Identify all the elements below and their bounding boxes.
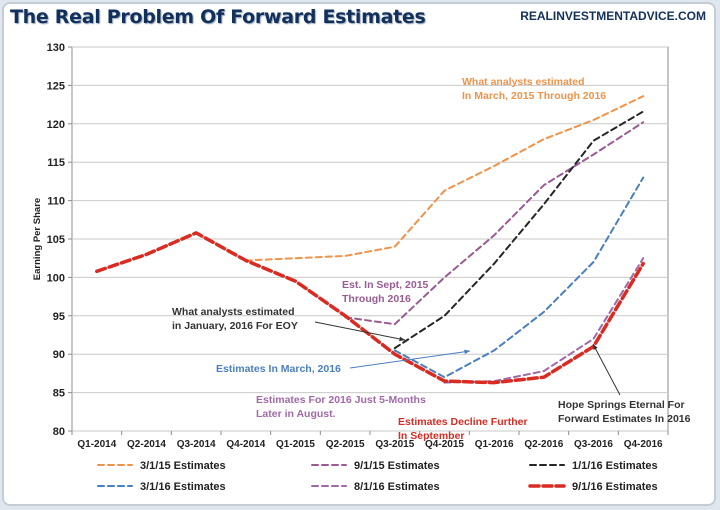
x-tick-label: Q4-2014	[226, 439, 265, 450]
x-tick-label: Q1-2014	[77, 439, 116, 450]
annotation-text: Estimates Decline Further	[398, 416, 528, 428]
y-axis-label: Earning Per Share	[32, 198, 43, 280]
annotation-text: Through 2016	[342, 293, 411, 305]
legend-label: 1/1/16 Estimates	[572, 460, 658, 472]
x-tick-label: Q2-2015	[326, 439, 365, 450]
series-line	[393, 110, 645, 350]
series-line	[244, 95, 645, 262]
y-tick-label: 100	[47, 272, 65, 284]
x-tick-label: Q2-2014	[127, 439, 166, 450]
annotation-text: What analysts estimated	[462, 76, 585, 88]
annotation-arrowhead	[464, 349, 470, 355]
x-tick-label: Q3-2014	[177, 439, 216, 450]
x-tick-label: Q4-2016	[624, 439, 663, 450]
y-tick-label: 110	[47, 196, 65, 208]
annotation-text: What analysts estimated	[172, 306, 295, 318]
x-tick-label: Q3-2015	[375, 439, 414, 450]
annotation-text: In March, 2015 Through 2016	[462, 90, 606, 102]
y-tick-label: 130	[47, 42, 65, 54]
series-line	[95, 231, 645, 385]
y-tick-label: 105	[47, 234, 65, 246]
x-tick-label: Q3-2016	[574, 439, 613, 450]
legend-label: 8/1/16 Estimates	[354, 481, 440, 493]
annotation-text: Estimates For 2016 Just 5-Months	[256, 394, 426, 406]
x-tick-label: Q1-2015	[276, 439, 315, 450]
y-tick-label: 80	[53, 426, 65, 438]
y-tick-label: 115	[47, 157, 65, 169]
annotation-text: Est. In Sept, 2015	[342, 279, 429, 291]
annotation-arrowhead	[399, 336, 405, 342]
y-tick-label: 125	[47, 80, 65, 92]
source-label: REALINVESTMENTADVICE.COM	[520, 9, 706, 23]
x-tick-label: Q4-2015	[425, 439, 464, 450]
x-tick-label: Q1-2016	[475, 439, 514, 450]
annotation-arrow	[592, 343, 621, 396]
annotation-arrowhead	[593, 344, 598, 350]
annotation-arrow	[349, 350, 471, 369]
annotation-text: in January, 2016 For EOY	[172, 320, 298, 332]
x-tick-label: Q2-2016	[524, 439, 563, 450]
series-line	[344, 121, 645, 326]
legend-label: 9/1/16 Estimates	[572, 481, 658, 493]
annotation-text: Estimates In March, 2016	[216, 363, 341, 375]
y-tick-label: 120	[47, 119, 65, 131]
annotation-text: Forward Estimates In 2016	[558, 413, 691, 425]
annotation-text: Later in August.	[256, 408, 336, 420]
legend-label: 3/1/15 Estimates	[140, 460, 226, 472]
y-tick-label: 95	[53, 311, 65, 323]
annotation-text: Hope Springs Eternal For	[558, 399, 685, 411]
legend-label: 9/1/15 Estimates	[354, 460, 440, 472]
series-line	[393, 176, 645, 379]
y-tick-label: 85	[53, 388, 65, 400]
annotation-text: In September	[398, 430, 465, 442]
annotation-arrow	[314, 321, 406, 341]
y-tick-label: 90	[53, 349, 65, 361]
legend-label: 3/1/16 Estimates	[140, 481, 226, 493]
chart-title: The Real Problem Of Forward Estimates	[10, 6, 426, 28]
